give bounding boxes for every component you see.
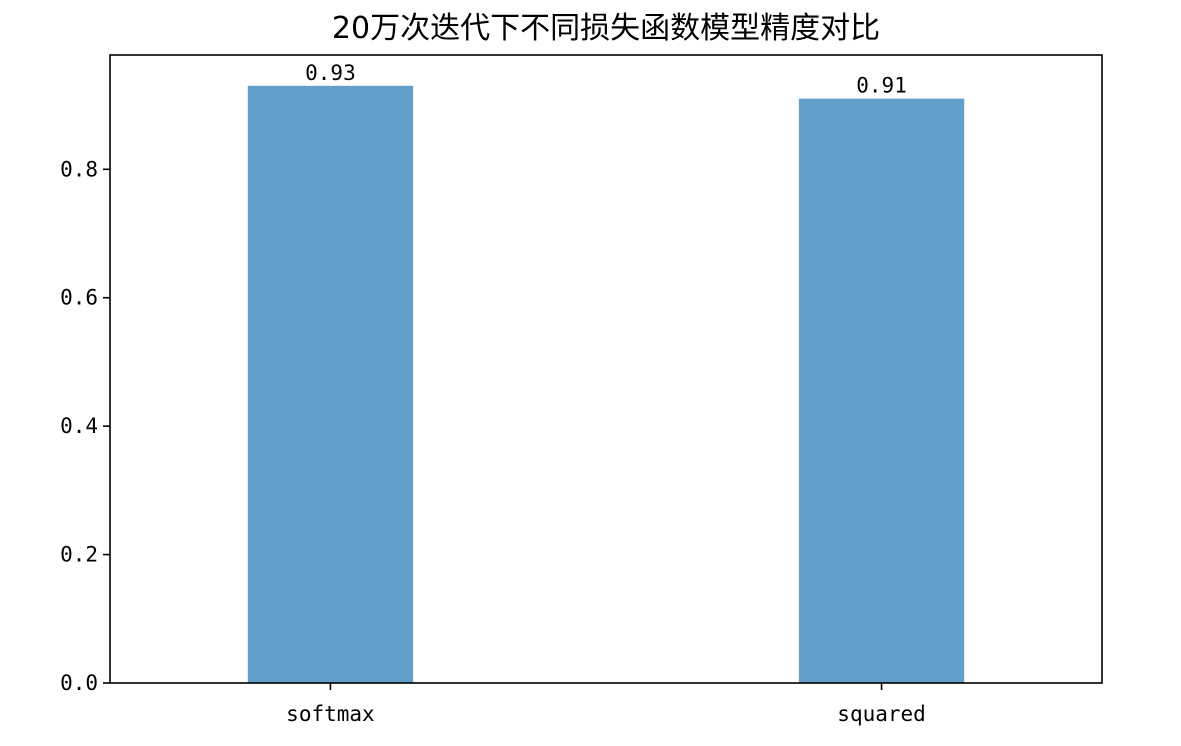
x-tick-label: softmax [286, 702, 375, 726]
y-tick-label: 0.6 [60, 286, 98, 310]
chart-title: 20万次迭代下不同损失函数模型精度对比 [332, 11, 880, 46]
y-tick-label: 0.2 [60, 543, 98, 567]
bars-group [247, 85, 965, 684]
bar-squared [798, 98, 965, 684]
plot-frame [109, 54, 1103, 684]
data-label-squared: 0.91 [856, 74, 907, 98]
y-axis: 0.0 0.2 0.4 0.6 0.8 [60, 157, 110, 695]
x-axis: softmax squared [286, 683, 926, 726]
y-tick-label: 0.4 [60, 414, 98, 438]
x-tick-label: squared [837, 702, 926, 726]
y-tick-label: 0.8 [60, 157, 98, 181]
data-label-softmax: 0.93 [305, 61, 356, 85]
bar-softmax [247, 85, 414, 683]
data-labels-group: 0.93 0.91 [305, 61, 907, 98]
y-tick-label: 0.0 [60, 671, 98, 695]
